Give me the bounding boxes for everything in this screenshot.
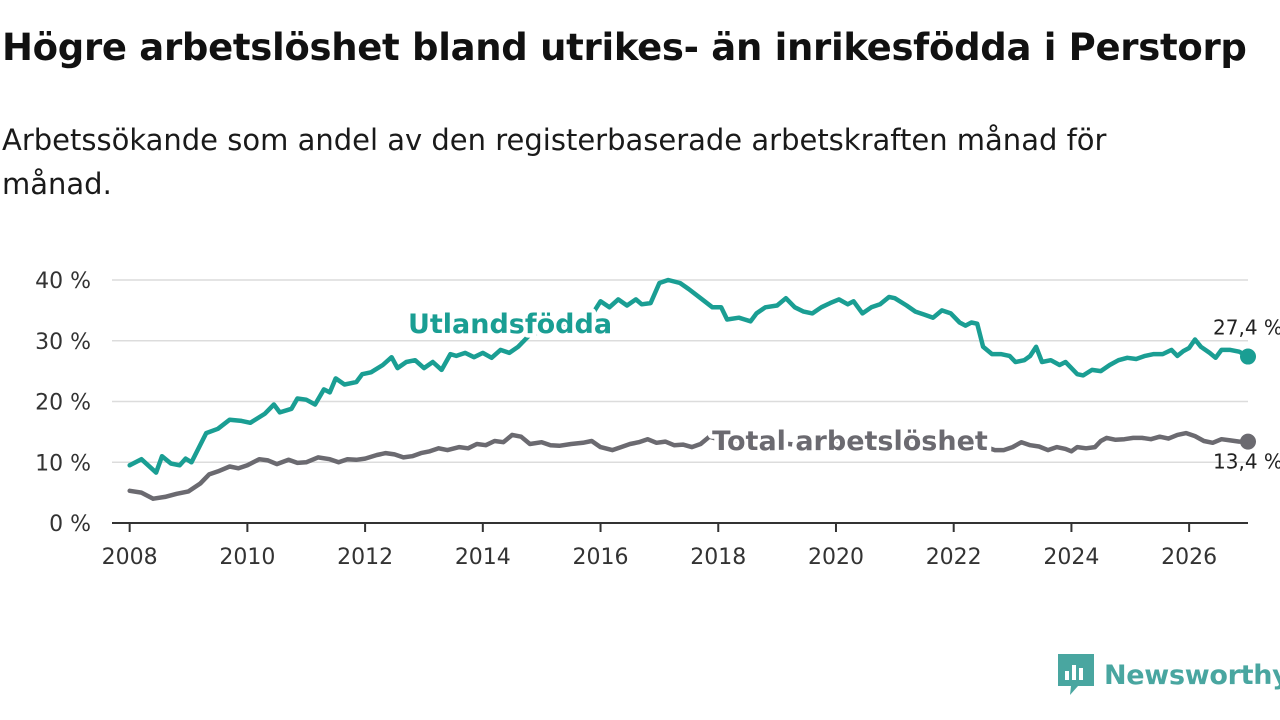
series-end-label: 27,4 % <box>1213 316 1280 340</box>
x-tick-label: 2012 <box>337 545 393 570</box>
series-end-marker <box>1240 433 1256 450</box>
newsworthy-logo-icon <box>1058 654 1094 695</box>
x-tick-label: 2008 <box>102 545 158 570</box>
series-name-label: Total arbetslöshet <box>712 426 988 457</box>
x-tick-label: 2016 <box>573 545 629 570</box>
series-lines <box>127 277 1256 501</box>
chart-title: Högre arbetslöshet bland utrikes- än inr… <box>2 26 1247 69</box>
x-tick-label: 2018 <box>690 545 746 570</box>
x-tick-label: 2024 <box>1043 545 1099 570</box>
y-tick-label: 30 % <box>35 330 91 355</box>
series-end-marker <box>1240 348 1256 365</box>
y-tick-label: 0 % <box>49 512 91 537</box>
x-tick-label: 2014 <box>455 545 511 570</box>
grid-lines <box>112 279 1248 463</box>
series-name-label: Utlandsfödda <box>408 309 612 340</box>
x-tick-label: 2022 <box>926 545 982 570</box>
line-chart: 0 % 10 % 20 % 30 % 40 % 2008 2010 2012 2014 2016 2… <box>35 269 1280 570</box>
y-tick-label: 20 % <box>35 391 91 416</box>
x-tick-label: 2020 <box>808 545 864 570</box>
axes: 0 % 10 % 20 % 30 % 40 % 2008 2010 2012 2014 2016 2… <box>35 269 1248 570</box>
chart-subtitle: Arbetssökande som andel av den registerb… <box>2 123 1107 201</box>
brand-name: Newsworthy <box>1104 659 1280 691</box>
x-tick-label: 2026 <box>1161 545 1217 570</box>
x-tick-label: 2010 <box>219 545 275 570</box>
y-tick-label: 40 % <box>35 269 91 294</box>
series-line <box>127 277 1251 475</box>
y-tick-label: 10 % <box>35 451 91 476</box>
brand: Newsworthy <box>1058 654 1280 696</box>
series-labels: 27,4 % 13,4 % Utlandsfödda Total arbetslösh… <box>403 305 1280 474</box>
series-line <box>127 430 1251 501</box>
series-end-label: 13,4 % <box>1213 450 1280 474</box>
